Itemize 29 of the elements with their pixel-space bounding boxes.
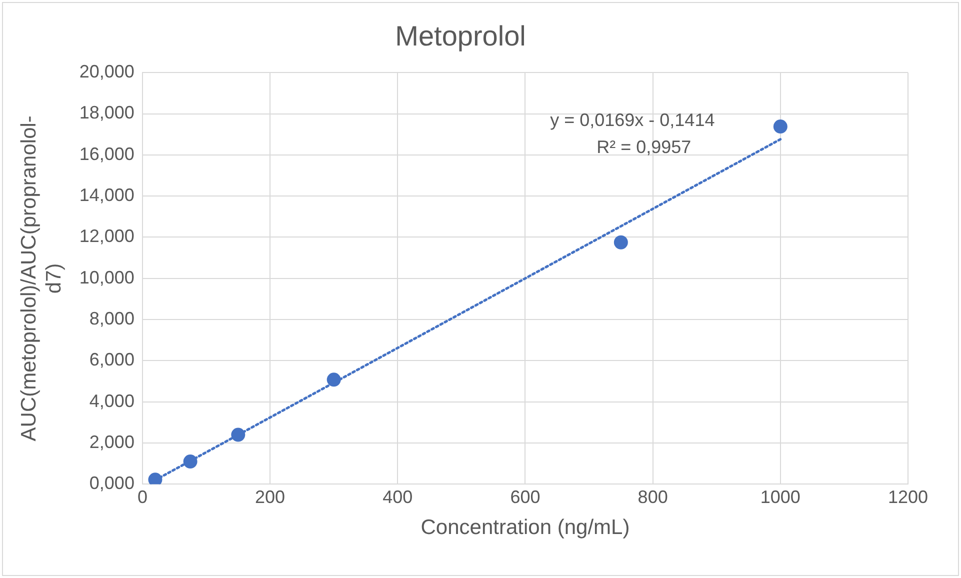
point [326,372,341,387]
x-tick-label: 1000 [760,486,800,507]
point [773,120,788,134]
y-tick-label: 0,000 [89,473,134,494]
x-tick-label: 200 [255,486,286,507]
x-tick-label: 600 [510,486,540,507]
annotation: R² = 0,9957 [596,137,692,158]
point [148,472,162,484]
y-tick-label: 8,000 [89,308,134,329]
annotation: y = 0,0169x - 0,1414 [550,110,715,130]
y-tick-label: 4,000 [89,390,134,411]
x-tick-label: 800 [638,486,668,507]
y-tick-label: 2,000 [89,432,134,452]
y-tick-label: 18,000 [79,102,134,123]
x-tick-label: 400 [382,486,413,507]
y-axis-title: AUC(metoprolol)/AUC(propranolol-d7) [17,116,66,442]
point [614,235,628,250]
chart-title: Metoprolol [395,20,526,52]
y-tick-label: 16,000 [79,144,134,164]
point [231,428,246,442]
point [183,454,198,469]
x-axis-title: Concentration (ng/mL) [420,516,630,540]
y-tick-label: 12,000 [79,226,134,246]
y-tick-label: 10,000 [79,267,134,288]
y-tick-label: 6,000 [89,350,134,370]
x-tick-label: 1200 [888,486,928,507]
x-tick-label: 0 [137,486,148,507]
y-tick-label: 14,000 [79,185,134,206]
y-tick-label: 20,000 [79,62,134,82]
